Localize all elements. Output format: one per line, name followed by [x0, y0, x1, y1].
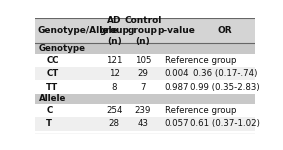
Text: 7: 7	[140, 82, 145, 91]
Text: p-value: p-value	[157, 26, 195, 35]
Text: 12: 12	[109, 69, 120, 78]
Text: Reference group: Reference group	[165, 106, 236, 115]
Bar	[35, 67, 255, 80]
Text: 28: 28	[109, 119, 120, 128]
Text: OR: OR	[218, 26, 232, 35]
Text: 0.004: 0.004	[164, 69, 188, 78]
Bar	[35, 104, 255, 117]
Text: CT: CT	[46, 69, 59, 78]
Text: Genotype: Genotype	[39, 44, 86, 53]
Text: 239: 239	[135, 106, 151, 115]
Text: Genotype/Allele: Genotype/Allele	[38, 26, 118, 35]
Text: 43: 43	[137, 119, 148, 128]
Text: T: T	[46, 119, 52, 128]
Bar	[35, 43, 255, 54]
Text: C: C	[46, 106, 53, 115]
Bar	[35, 94, 255, 104]
Text: AD
group
(n): AD group (n)	[99, 16, 129, 46]
Text: TT: TT	[46, 82, 59, 91]
Text: 8: 8	[112, 82, 117, 91]
Text: Allele: Allele	[39, 94, 66, 103]
Text: CC: CC	[46, 56, 59, 65]
Text: 0.987: 0.987	[164, 82, 188, 91]
Text: Reference group: Reference group	[165, 56, 236, 65]
Text: 0.36 (0.17-.74): 0.36 (0.17-.74)	[193, 69, 257, 78]
Text: Control
group
(n): Control group (n)	[124, 16, 162, 46]
Text: 29: 29	[138, 69, 148, 78]
Text: 0.057: 0.057	[164, 119, 188, 128]
Bar	[35, 80, 255, 94]
Text: 121: 121	[106, 56, 123, 65]
Text: 0.99 (0.35-2.83): 0.99 (0.35-2.83)	[190, 82, 260, 91]
Text: 105: 105	[135, 56, 151, 65]
Bar	[35, 54, 255, 67]
Bar	[35, 18, 255, 43]
Text: 254: 254	[106, 106, 123, 115]
Bar	[35, 117, 255, 131]
Text: 0.61 (0.37-1.02): 0.61 (0.37-1.02)	[190, 119, 260, 128]
